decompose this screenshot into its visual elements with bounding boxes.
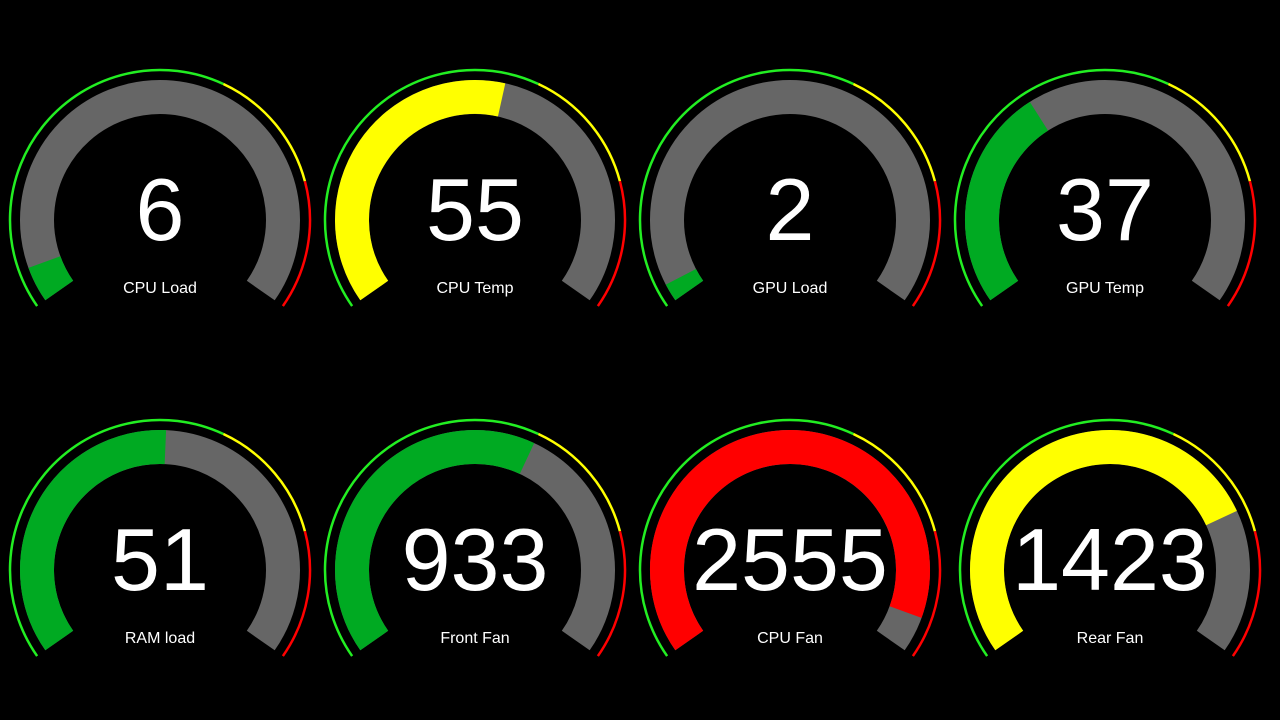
gauge-gpu-temp: 37 GPU Temp bbox=[953, 68, 1257, 307]
gauge-zone-yellow bbox=[222, 432, 307, 532]
gauge-value-bar bbox=[965, 101, 1049, 301]
gauge-zone-green bbox=[323, 68, 539, 307]
gauge-label: CPU Temp bbox=[436, 280, 513, 297]
gauge-zone-yellow bbox=[537, 432, 622, 532]
gauge-zone-green bbox=[8, 418, 224, 657]
gauge-zone-yellow bbox=[852, 82, 937, 182]
gauge-value-bar bbox=[335, 430, 535, 651]
gauge-zone-green bbox=[638, 68, 854, 307]
gauge-ram-load: 51 RAM load bbox=[8, 418, 312, 657]
gauge-track bbox=[20, 80, 300, 301]
gauge-label: CPU Load bbox=[123, 280, 197, 297]
gauge-zone-red bbox=[1231, 530, 1262, 657]
gauge-zone-red bbox=[911, 180, 942, 307]
gauge-zone-green bbox=[8, 68, 224, 307]
gauge-track bbox=[650, 80, 930, 301]
gauge-zone-yellow bbox=[1167, 82, 1252, 182]
gauge-zone-green bbox=[638, 418, 854, 657]
gauge-label: GPU Temp bbox=[1066, 280, 1144, 297]
gauge-front-fan: 933 Front Fan bbox=[323, 418, 627, 657]
gauge-value: 1423 bbox=[1012, 510, 1208, 609]
gauge-value-bar bbox=[665, 268, 704, 301]
gauge-label: GPU Load bbox=[753, 280, 828, 297]
gauge-zone-yellow bbox=[222, 82, 307, 182]
gauge-zone-green bbox=[323, 418, 539, 657]
gauge-zone-red bbox=[911, 530, 942, 657]
gauge-zone-red bbox=[1226, 180, 1257, 307]
gauge-zone-red bbox=[596, 180, 627, 307]
gauge-value: 2 bbox=[766, 160, 815, 259]
gauge-value-bar bbox=[650, 430, 930, 651]
gauge-value: 933 bbox=[402, 510, 549, 609]
gauge-zone-yellow bbox=[1172, 432, 1257, 532]
gauge-value-bar bbox=[20, 430, 167, 651]
gauge-cpu-fan: 2555 CPU Fan bbox=[638, 418, 942, 657]
gauge-value: 2555 bbox=[692, 510, 888, 609]
gauge-zone-yellow bbox=[537, 82, 622, 182]
gauge-label: Rear Fan bbox=[1077, 630, 1144, 647]
gauge-value-bar bbox=[335, 80, 506, 301]
gauge-label: RAM load bbox=[125, 630, 195, 647]
gauge-value: 37 bbox=[1056, 160, 1154, 259]
gauge-cpu-temp: 55 CPU Temp bbox=[323, 68, 627, 307]
gauge-rear-fan: 1423 Rear Fan bbox=[958, 418, 1262, 657]
gauge-value: 51 bbox=[111, 510, 209, 609]
gauge-label: CPU Fan bbox=[757, 630, 823, 647]
gauge-zone-red bbox=[281, 180, 312, 307]
gauge-zone-red bbox=[596, 530, 627, 657]
gauge-zone-yellow bbox=[852, 432, 937, 532]
gauge-zone-red bbox=[281, 530, 312, 657]
gauge-value: 55 bbox=[426, 160, 524, 259]
gauge-value-bar bbox=[28, 255, 74, 301]
gauge-zone-green bbox=[953, 68, 1169, 307]
gauge-gpu-load: 2 GPU Load bbox=[638, 68, 942, 307]
gauge-cpu-load: 6 CPU Load bbox=[8, 68, 312, 307]
gauge-zone-green bbox=[958, 418, 1174, 657]
gauge-value-bar bbox=[970, 430, 1237, 651]
gauge-value: 6 bbox=[136, 160, 185, 259]
gauge-label: Front Fan bbox=[440, 630, 509, 647]
